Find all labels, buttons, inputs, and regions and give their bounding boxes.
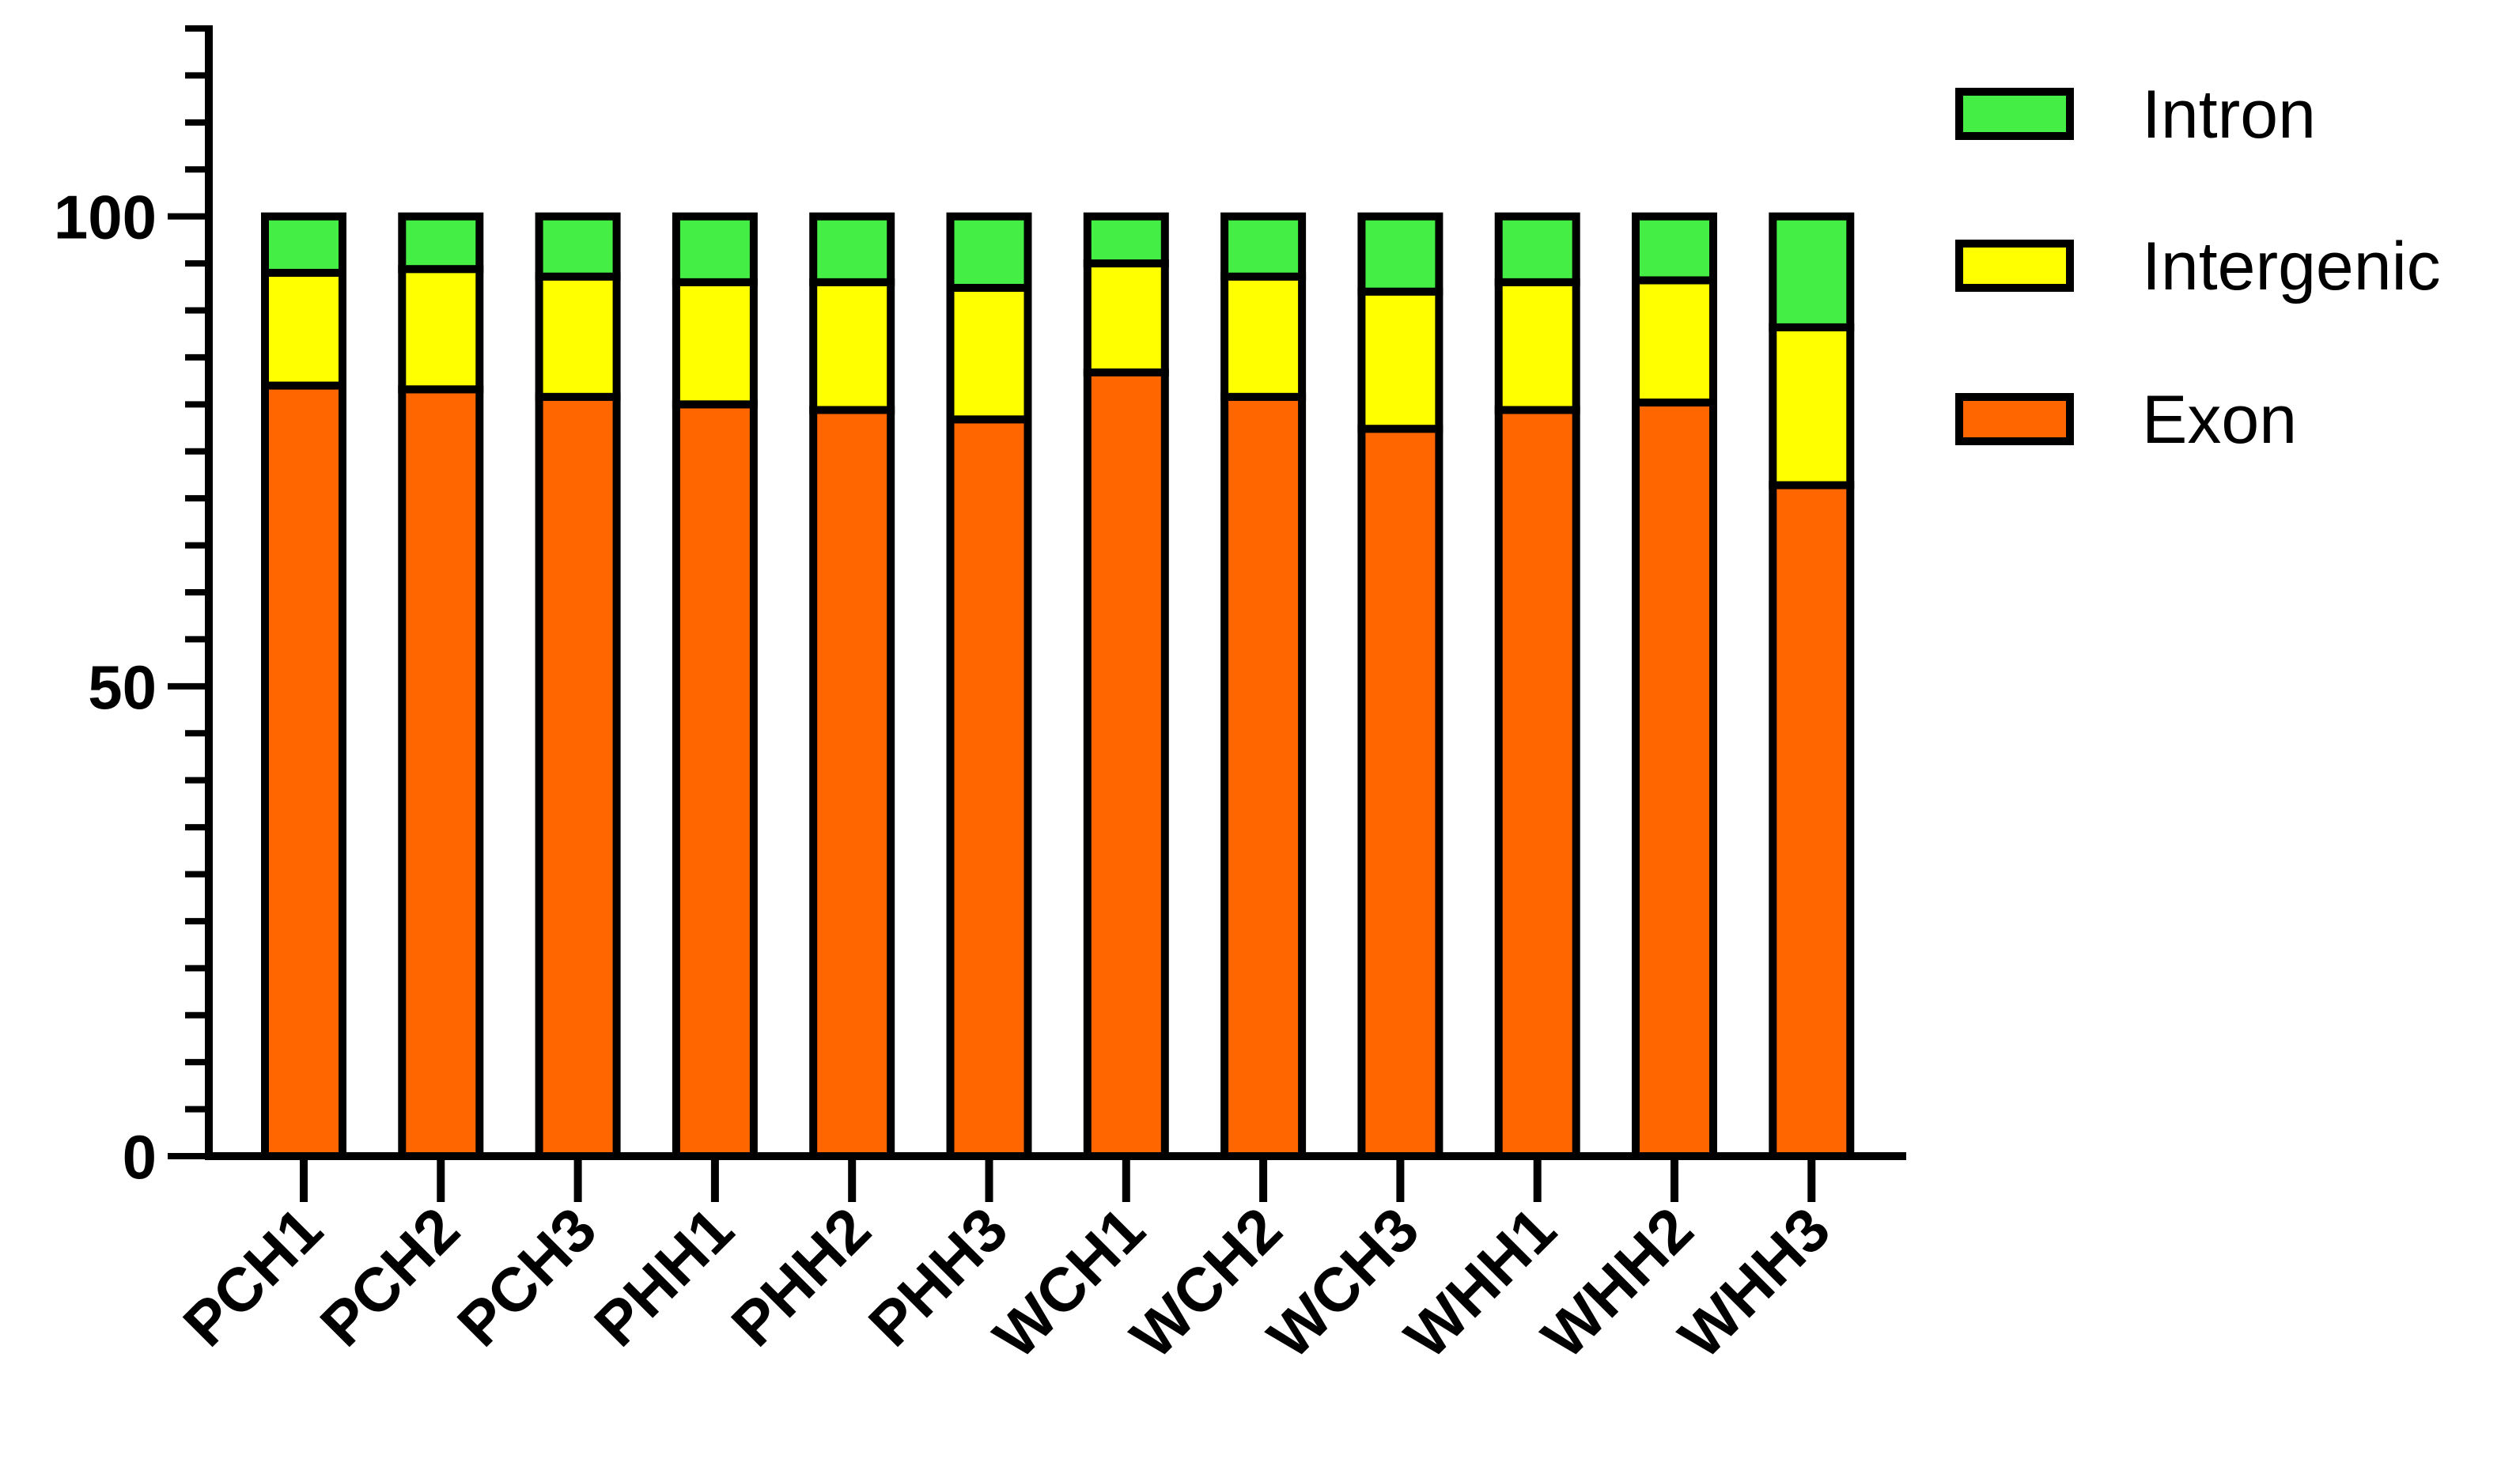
x-tick-label-whh2: WHH2: [1528, 1194, 1706, 1372]
bar-intergenic-wch2: [1220, 272, 1307, 401]
bar-intron-wch3: [1357, 212, 1444, 296]
legend-label-exon: Exon: [2142, 382, 2297, 458]
bar-exon-pch1: [261, 381, 346, 1161]
legend-label-intron: Intron: [2142, 77, 2316, 153]
x-tick-label-whh1: WHH1: [1391, 1194, 1569, 1372]
bar-intron-whh1: [1494, 212, 1580, 286]
bar-intron-phh1: [672, 212, 758, 286]
bar-intron-whh2: [1632, 212, 1717, 285]
bar-exon-phh1: [672, 400, 758, 1161]
legend-swatch-intron: [1955, 88, 2074, 140]
legend-swatch-exon: [1955, 393, 2074, 445]
bar-intergenic-phh2: [809, 278, 895, 414]
bar-intergenic-pch3: [535, 272, 621, 401]
bar-intron-phh3: [946, 212, 1032, 292]
y-tick-label-0: 0: [123, 1122, 157, 1192]
bar-intergenic-whh3: [1769, 323, 1855, 490]
x-tick-label-phh2: PHH2: [718, 1194, 884, 1359]
legend-label-intergenic: Intergenic: [2142, 229, 2441, 304]
x-tick-label-pch2: PCH2: [307, 1194, 472, 1359]
x-tick-label-pch1: PCH1: [170, 1194, 335, 1359]
x-tick-label-wch3: WCH3: [1254, 1194, 1432, 1372]
bar-intron-pch2: [398, 212, 484, 274]
bar-intron-wch1: [1083, 212, 1169, 268]
x-tick-label-wch2: WCH2: [1117, 1194, 1295, 1372]
bar-exon-pch3: [535, 392, 621, 1160]
bar-exon-whh2: [1632, 398, 1717, 1160]
bar-intergenic-whh2: [1632, 276, 1717, 406]
bar-exon-wch1: [1083, 368, 1169, 1160]
bar-intergenic-pch2: [398, 265, 484, 394]
bar-intron-pch1: [261, 212, 346, 277]
bar-exon-whh1: [1494, 406, 1580, 1160]
bar-intergenic-phh3: [946, 283, 1032, 424]
bar-exon-wch3: [1357, 425, 1444, 1160]
bar-intergenic-wch1: [1083, 259, 1169, 376]
x-tick-label-wch1: WCH1: [980, 1194, 1158, 1372]
bar-exon-wch2: [1220, 392, 1307, 1160]
x-tick-label-whh3: WHH3: [1666, 1194, 1844, 1372]
bar-intergenic-pch1: [261, 268, 346, 390]
bar-intron-phh2: [809, 212, 895, 286]
x-tick-label-pch3: PCH3: [444, 1194, 609, 1359]
legend-swatch-intergenic: [1955, 240, 2074, 292]
bar-intron-pch3: [535, 212, 621, 281]
bar-intron-whh3: [1769, 212, 1855, 331]
bar-intergenic-wch3: [1357, 287, 1444, 433]
y-tick-label-50: 50: [88, 652, 157, 722]
x-tick-label-phh1: PHH1: [581, 1194, 747, 1359]
bar-exon-pch2: [398, 385, 484, 1160]
bar-intergenic-whh1: [1494, 278, 1580, 414]
bar-exon-phh2: [809, 406, 895, 1160]
bar-intron-wch2: [1220, 212, 1307, 281]
bar-intergenic-phh1: [672, 278, 758, 409]
bar-exon-whh3: [1769, 481, 1855, 1160]
y-tick-label-100: 100: [54, 183, 157, 252]
bar-exon-phh3: [946, 415, 1032, 1160]
